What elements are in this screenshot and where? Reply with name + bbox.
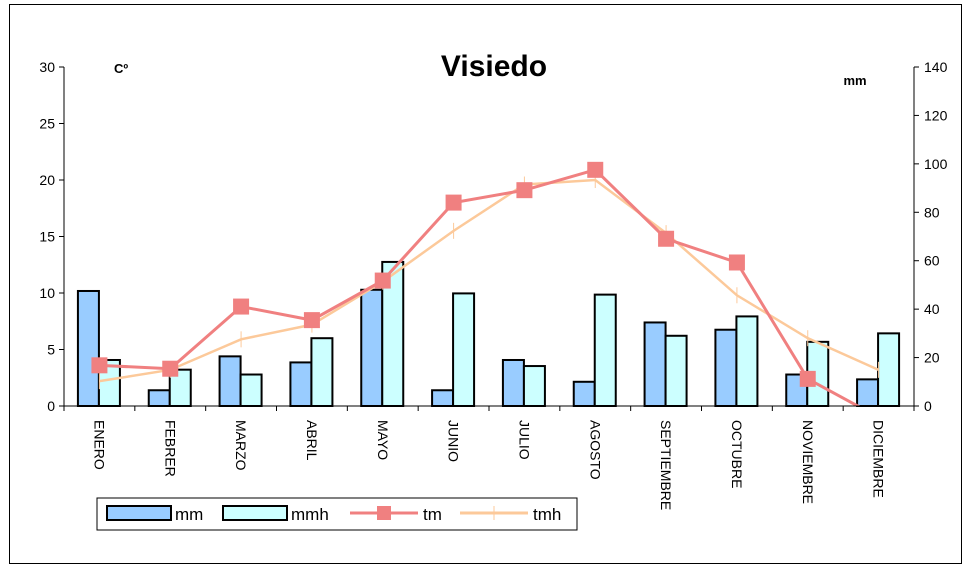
bar-mm-marzo [218,355,242,408]
bar-mmh-diciembre [877,332,901,408]
right-tick-label: 80 [924,204,940,220]
category-label-julio: JULIO [516,420,532,460]
category-label-noviembre: NOVIEMBRE [800,420,816,504]
bar-mm-septiembre [643,321,667,408]
right-tick-label: 40 [924,301,940,317]
bar-mmh-marzo [239,373,263,407]
line-tmh [99,178,880,383]
legend-label-mmh: mmh [291,505,329,524]
right-tick-label: 60 [924,253,940,269]
chart-title: Visiedo [441,50,547,83]
bar-mm-agosto [572,380,596,407]
left-tick-label: 20 [39,172,55,188]
category-label-diciembre: DICIEMBRE [871,420,887,498]
point-tm-marzo [233,298,250,315]
left-tick-label: 15 [39,229,55,245]
category-label-septiembre: SEPTIEMBRE [658,420,674,510]
left-axis-unit: Cº [114,61,128,76]
bar-mmh-agosto [593,293,617,407]
point-tm-septiembre [658,230,675,247]
bar-series-group [76,260,901,408]
bar-mm-diciembre [856,378,880,408]
bar-mmh-abril [310,337,334,408]
left-y-axis: 0 5 10 15 20 25 30 [39,59,65,414]
point-tm-mayo [374,272,391,289]
category-label-marzo: MARZO [233,420,249,471]
bar-mm-enero [76,289,100,408]
category-label-enero: ENERO [91,420,107,470]
legend-swatch-mmh [222,505,288,521]
bar-mmh-julio [522,365,546,407]
point-tm-enero [91,357,108,374]
line-series-group [91,161,880,406]
bar-mm-mayo [360,288,384,407]
bar-mm-octubre [714,328,738,408]
left-tick-label: 0 [47,398,55,414]
left-tick-label: 10 [39,285,55,301]
point-tm-octubre [728,254,745,271]
bar-mm-febrero [147,389,171,407]
category-label-abril: ABRIL [304,420,320,461]
left-tick-label: 5 [47,342,55,358]
category-label-junio: JUNIO [446,420,462,462]
legend-marker-tm [377,506,391,520]
legend-label-tmh: tmh [533,505,561,524]
legend-label-mm: mm [175,505,203,524]
line-tm [99,168,861,406]
point-tm-agosto [587,161,604,178]
bar-mm-abril [289,361,313,407]
bar-mmh-octubre [735,315,759,407]
right-y-axis: 0 20 40 60 80 100 120 140 [913,59,948,414]
right-tick-label: 0 [924,398,932,414]
point-tm-junio [445,194,462,211]
category-label-febrero: FEBRER [162,420,178,477]
category-label-octubre: OCTUBRE [729,420,745,488]
point-tm-febrero [162,360,179,377]
chart-frame [9,4,962,564]
bar-mm-julio [501,358,525,407]
bar-mmh-junio [452,292,476,407]
x-axis: ENERO FEBRER MARZO ABRIL MAYO JUNIO JULIO AGOST… [63,405,915,510]
bar-mmh-septiembre [664,334,688,407]
right-tick-label: 140 [924,59,948,75]
point-tm-abril [303,312,320,329]
category-label-mayo: MAYO [375,420,391,460]
right-tick-label: 100 [924,156,948,172]
legend-label-tm: tm [423,505,442,524]
left-tick-label: 30 [39,59,55,75]
legend-swatch-mm [106,505,172,521]
right-tick-label: 120 [924,107,948,123]
category-label-agosto: AGOSTO [587,420,603,480]
legend: mm mmh tm tmh [96,497,578,531]
bar-mm-junio [431,389,455,407]
right-tick-label: 20 [924,350,940,366]
point-tm-julio [516,182,533,199]
left-tick-label: 25 [39,116,55,132]
point-tm-noviembre [799,370,816,387]
right-axis-unit: mm [843,73,866,88]
